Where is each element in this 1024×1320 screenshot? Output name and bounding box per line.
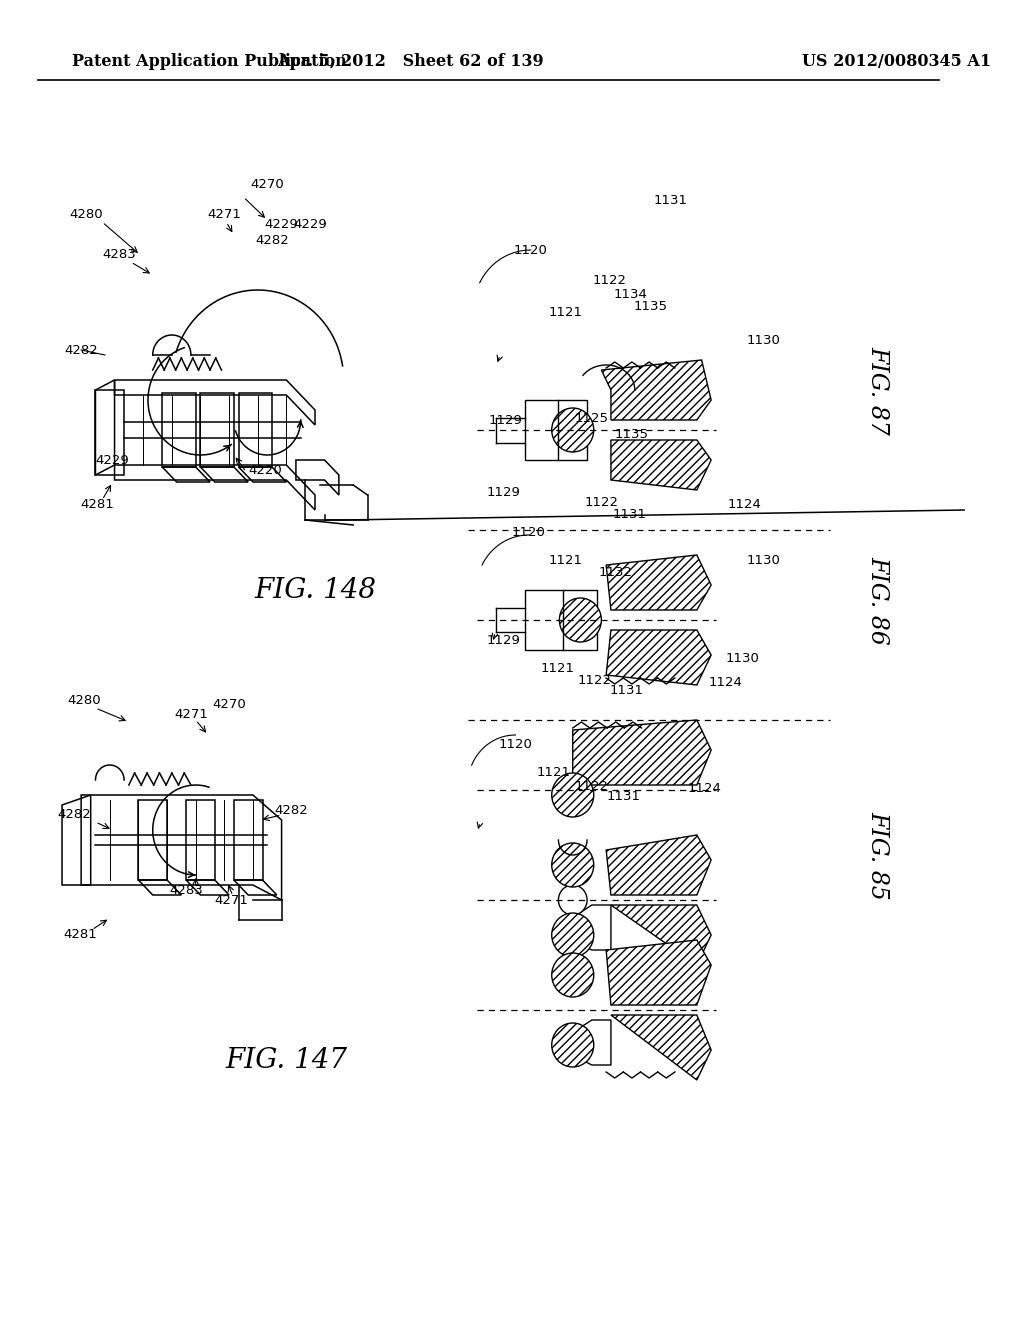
Text: 4282: 4282 [274, 804, 308, 817]
Text: 4282: 4282 [65, 343, 98, 356]
Text: 4282: 4282 [255, 234, 289, 247]
Bar [525, 590, 597, 649]
Bar [525, 400, 587, 459]
Polygon shape [611, 1015, 711, 1080]
Text: FIG. 85: FIG. 85 [866, 810, 890, 899]
Text: 4220: 4220 [249, 463, 283, 477]
Text: 1135: 1135 [615, 429, 649, 441]
Text: 4280: 4280 [69, 209, 102, 222]
Text: 4271: 4271 [214, 894, 248, 907]
Text: 1130: 1130 [746, 553, 780, 566]
Text: 4271: 4271 [208, 209, 242, 222]
Text: 1120: 1120 [512, 527, 546, 540]
Polygon shape [606, 630, 711, 685]
Text: 1129: 1129 [486, 634, 520, 647]
Polygon shape [611, 906, 711, 965]
Text: 1135: 1135 [634, 301, 668, 314]
Circle shape [559, 598, 601, 642]
Text: 4271: 4271 [174, 709, 208, 722]
Text: 1120: 1120 [514, 243, 548, 256]
Text: 1132: 1132 [599, 565, 633, 578]
Circle shape [552, 843, 594, 887]
Circle shape [552, 774, 594, 817]
Text: 1129: 1129 [489, 413, 523, 426]
Circle shape [558, 884, 587, 915]
Text: Apr. 5, 2012   Sheet 62 of 139: Apr. 5, 2012 Sheet 62 of 139 [278, 54, 544, 70]
Text: 1131: 1131 [613, 508, 647, 521]
Text: 4280: 4280 [68, 693, 100, 706]
Text: 1121: 1121 [541, 661, 574, 675]
Circle shape [552, 913, 594, 957]
Text: FIG. 148: FIG. 148 [254, 577, 376, 603]
Text: 1121: 1121 [548, 553, 582, 566]
Text: 1120: 1120 [499, 738, 532, 751]
Text: US 2012/0080345 A1: US 2012/0080345 A1 [802, 54, 991, 70]
Text: 1129: 1129 [486, 486, 520, 499]
Text: 4229: 4229 [265, 219, 298, 231]
Text: 1122: 1122 [585, 496, 618, 510]
Text: 1124: 1124 [687, 781, 721, 795]
Text: 1121: 1121 [548, 305, 582, 318]
Text: 1124: 1124 [709, 676, 742, 689]
Text: 1131: 1131 [609, 684, 643, 697]
Text: 1122: 1122 [593, 273, 627, 286]
Text: 4283: 4283 [169, 883, 203, 896]
Polygon shape [601, 360, 711, 420]
Text: 1130: 1130 [726, 652, 760, 664]
Text: FIG. 86: FIG. 86 [866, 556, 890, 644]
Polygon shape [606, 940, 711, 1005]
Text: 1122: 1122 [578, 673, 611, 686]
Text: FIG. 147: FIG. 147 [225, 1047, 347, 1073]
Text: Patent Application Publication: Patent Application Publication [72, 54, 346, 70]
Text: 4282: 4282 [57, 808, 91, 821]
Text: 1124: 1124 [728, 499, 762, 511]
Circle shape [552, 1023, 594, 1067]
Text: 4270: 4270 [212, 698, 246, 711]
Text: 4281: 4281 [81, 499, 115, 511]
Text: 1130: 1130 [746, 334, 780, 346]
Text: 1134: 1134 [613, 289, 647, 301]
Text: 4229: 4229 [96, 454, 129, 466]
Text: 4283: 4283 [102, 248, 136, 261]
Circle shape [552, 953, 594, 997]
Text: 1121: 1121 [537, 767, 570, 780]
Polygon shape [611, 440, 711, 490]
Text: 1122: 1122 [574, 780, 609, 792]
Polygon shape [606, 554, 711, 610]
Text: 1131: 1131 [606, 789, 640, 803]
Text: 4281: 4281 [63, 928, 97, 941]
Circle shape [552, 408, 594, 451]
Text: FIG. 87: FIG. 87 [866, 346, 890, 434]
Text: 4229: 4229 [293, 219, 327, 231]
Text: 1131: 1131 [654, 194, 688, 206]
Polygon shape [606, 836, 711, 895]
Polygon shape [572, 719, 711, 785]
Text: 4270: 4270 [251, 178, 284, 191]
Text: 1125: 1125 [574, 412, 609, 425]
